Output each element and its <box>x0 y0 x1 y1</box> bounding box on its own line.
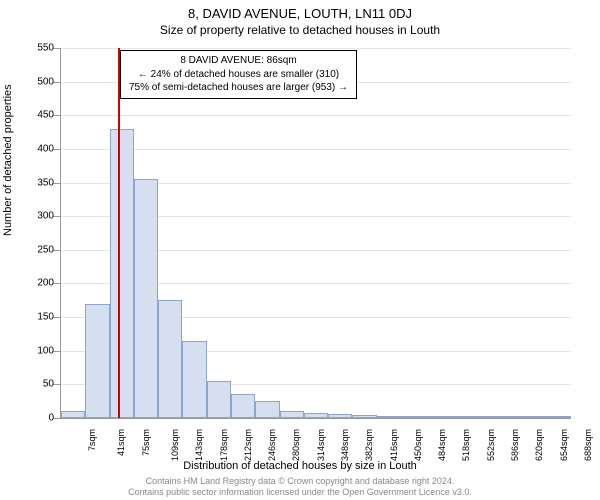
y-tick <box>53 48 60 49</box>
annotation-line-2: ← 24% of detached houses are smaller (31… <box>129 68 348 82</box>
x-tick-label: 348sqm <box>340 429 350 461</box>
y-tick <box>53 115 60 116</box>
histogram-bar <box>255 401 279 418</box>
y-tick <box>53 82 60 83</box>
histogram-bar <box>401 416 425 418</box>
histogram-bar <box>377 416 401 418</box>
chart-subtitle: Size of property relative to detached ho… <box>0 21 600 37</box>
annotation-line-3: 75% of semi-detached houses are larger (… <box>129 81 348 95</box>
histogram-bar <box>110 129 134 418</box>
y-tick <box>53 183 60 184</box>
y-axis-title: Number of detached properties <box>2 84 14 236</box>
histogram-bar <box>304 413 328 418</box>
y-tick <box>53 317 60 318</box>
footer-line-1: Contains HM Land Registry data © Crown c… <box>0 476 600 487</box>
y-tick-label: 450 <box>24 110 54 121</box>
y-tick-label: 350 <box>24 177 54 188</box>
x-tick-label: 552sqm <box>486 429 496 461</box>
x-tick-label: 416sqm <box>389 429 399 461</box>
grid-line <box>61 149 571 150</box>
y-tick-label: 0 <box>24 413 54 424</box>
y-tick <box>53 149 60 150</box>
x-tick-label: 75sqm <box>141 429 151 456</box>
y-tick <box>53 250 60 251</box>
y-tick-label: 400 <box>24 143 54 154</box>
x-tick-label: 41sqm <box>116 429 126 456</box>
x-tick-label: 586sqm <box>510 429 520 461</box>
y-tick-label: 250 <box>24 244 54 255</box>
histogram-bar <box>474 416 498 418</box>
footer-line-2: Contains public sector information licen… <box>0 487 600 498</box>
y-tick <box>53 384 60 385</box>
annotation-line-1: 8 DAVID AVENUE: 86sqm <box>129 54 348 68</box>
y-tick <box>53 351 60 352</box>
chart-title: 8, DAVID AVENUE, LOUTH, LN11 0DJ <box>0 0 600 21</box>
y-tick <box>53 418 60 419</box>
y-tick-label: 50 <box>24 379 54 390</box>
histogram-bar <box>280 411 304 418</box>
y-tick-label: 550 <box>24 43 54 54</box>
x-tick-label: 382sqm <box>364 429 374 461</box>
x-tick-label: 212sqm <box>243 429 253 461</box>
y-tick-label: 500 <box>24 76 54 87</box>
histogram-bar <box>207 381 231 418</box>
histogram-bar <box>182 341 206 418</box>
histogram-bar <box>450 416 474 418</box>
y-tick-label: 100 <box>24 345 54 356</box>
x-tick-label: 688sqm <box>583 429 593 461</box>
histogram-bar <box>352 415 376 418</box>
x-tick-label: 484sqm <box>437 429 447 461</box>
x-tick-label: 7sqm <box>87 429 97 451</box>
y-tick <box>53 283 60 284</box>
histogram-bar <box>522 416 546 418</box>
histogram-bar <box>547 416 571 418</box>
chart-container: 8, DAVID AVENUE, LOUTH, LN11 0DJ Size of… <box>0 0 600 500</box>
x-tick-label: 246sqm <box>267 429 277 461</box>
y-tick <box>53 216 60 217</box>
y-tick-label: 300 <box>24 211 54 222</box>
annotation-box: 8 DAVID AVENUE: 86sqm ← 24% of detached … <box>120 50 357 99</box>
x-tick-label: 654sqm <box>559 429 569 461</box>
histogram-bar <box>134 179 158 418</box>
x-tick-label: 178sqm <box>219 429 229 461</box>
marker-line <box>118 48 120 418</box>
grid-line <box>61 115 571 116</box>
histogram-bar <box>498 416 522 418</box>
plot-area <box>60 48 571 419</box>
histogram-bar <box>231 394 255 418</box>
histogram-bar <box>328 414 352 418</box>
x-tick-label: 518sqm <box>461 429 471 461</box>
grid-line <box>61 48 571 49</box>
x-tick-label: 109sqm <box>170 429 180 461</box>
footer-text: Contains HM Land Registry data © Crown c… <box>0 476 600 498</box>
x-tick-label: 280sqm <box>291 429 301 461</box>
histogram-bar <box>85 304 109 418</box>
x-axis-title: Distribution of detached houses by size … <box>0 460 600 472</box>
x-tick-label: 620sqm <box>534 429 544 461</box>
histogram-bar <box>158 300 182 418</box>
y-tick-label: 150 <box>24 312 54 323</box>
x-tick-label: 143sqm <box>194 429 204 461</box>
histogram-bar <box>61 411 85 418</box>
x-tick-label: 314sqm <box>316 429 326 461</box>
histogram-bar <box>425 416 449 418</box>
y-tick-label: 200 <box>24 278 54 289</box>
x-tick-label: 450sqm <box>413 429 423 461</box>
